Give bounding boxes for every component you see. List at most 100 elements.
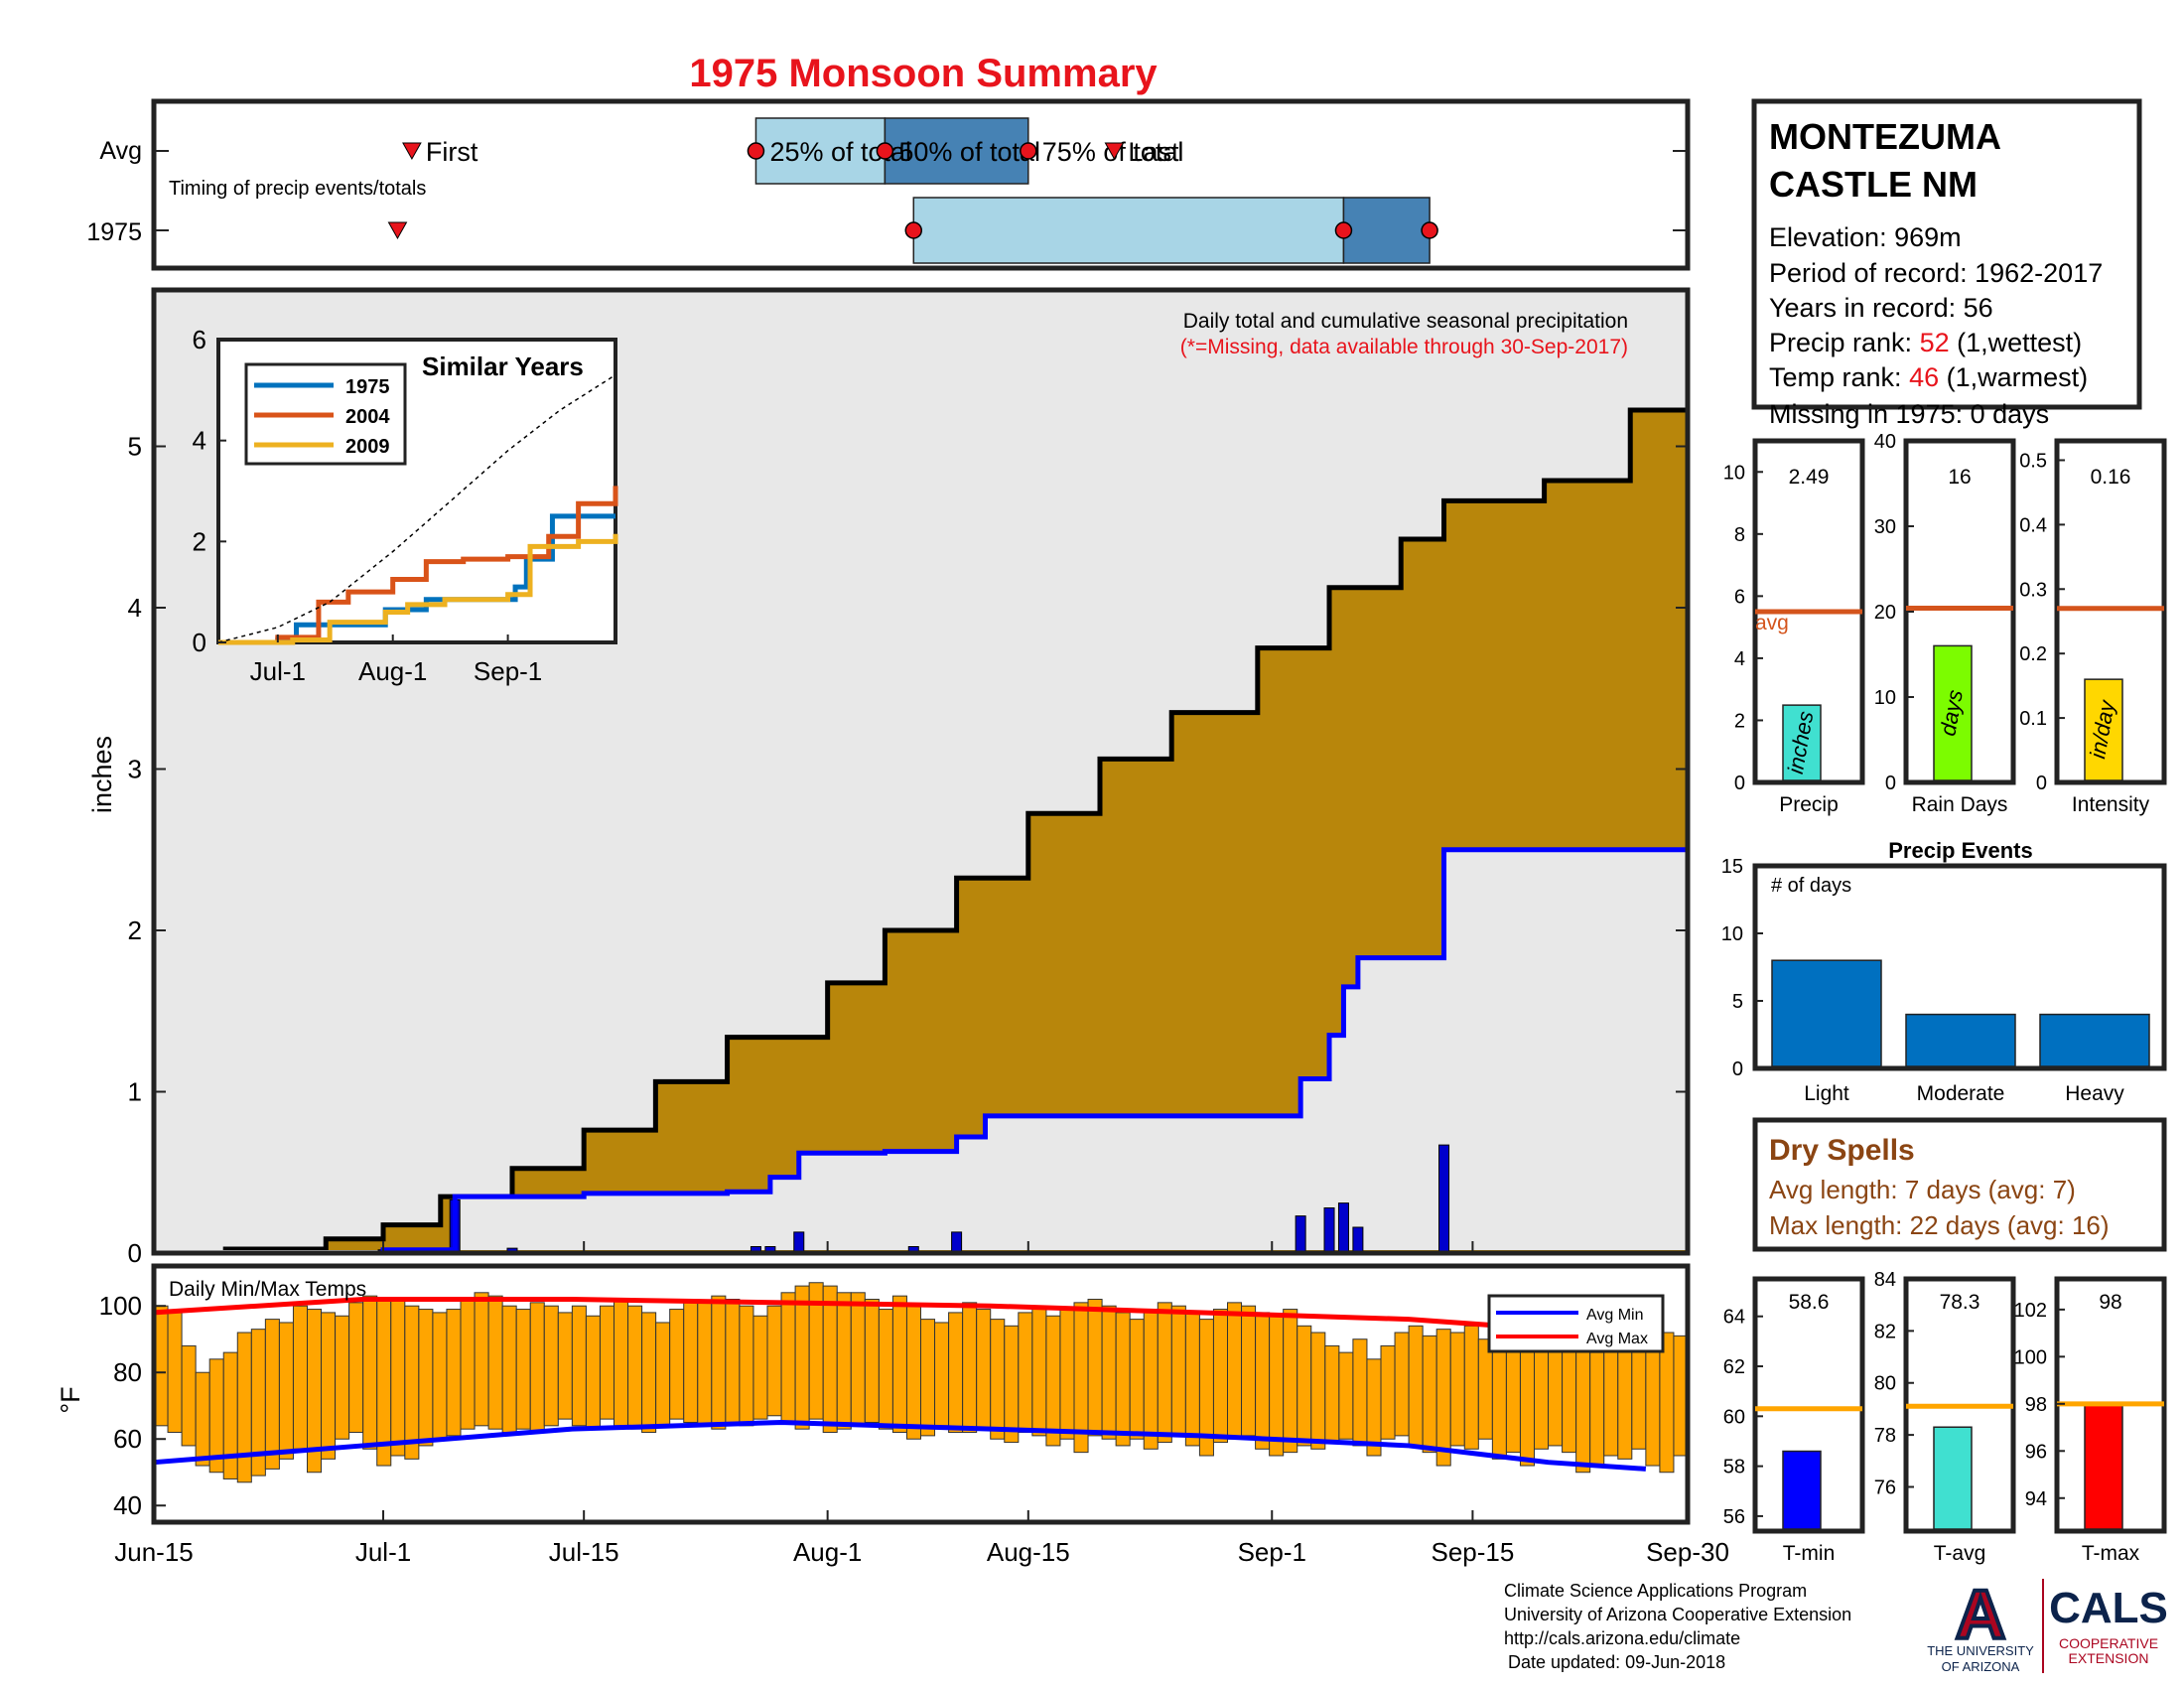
- tavg-mini-axis: 76 78 80 82 84: [1874, 1269, 1914, 1498]
- timing-note: Timing of precip events/totals: [169, 178, 426, 200]
- tmin-value-bar: [1782, 1450, 1822, 1530]
- year-q50-marker: [1334, 221, 1353, 239]
- date-tick-label: Sep-1: [1238, 1537, 1306, 1567]
- events-y-label: # of days: [1771, 875, 1851, 897]
- daily-temp-bar: [236, 1332, 252, 1483]
- daily-precip-bar: [1337, 1202, 1349, 1254]
- daily-temp-bar: [990, 1319, 1006, 1440]
- precip-tick-label: 10: [1723, 462, 1745, 484]
- daily-temp-bar: [1603, 1335, 1619, 1457]
- daily-temp-bar: [362, 1295, 378, 1450]
- daily-precip-bar: [1352, 1226, 1364, 1254]
- events-bar-heavy: [2039, 1013, 2150, 1067]
- daily-temp-bar: [1101, 1305, 1117, 1440]
- daily-temp-bar: [766, 1305, 782, 1417]
- tmax-tick-label: 94: [2025, 1488, 2047, 1510]
- main-y-label: inches: [87, 736, 117, 813]
- daily-temp-bar: [905, 1305, 921, 1440]
- daily-temp-bar: [1408, 1325, 1424, 1447]
- daily-temp-bar: [571, 1305, 587, 1427]
- daily-temp-bar: [1338, 1351, 1354, 1440]
- inset-series: [217, 373, 618, 645]
- avg-q50-label: 50% of total: [898, 137, 1040, 167]
- daily-temp-bar: [752, 1315, 768, 1420]
- daily-temp-bar: [1241, 1305, 1257, 1437]
- daily-temp-bar: [1297, 1325, 1312, 1447]
- daily-precip-bar: [1323, 1207, 1335, 1254]
- tavg-value-bar: [1933, 1426, 1973, 1530]
- figure-title: 1975 Monsoon Summary: [689, 52, 1158, 95]
- inset-axes: 0 2 4 6 Jul-1 Aug-1 Sep-1: [193, 325, 543, 686]
- daily-temp-bar: [711, 1295, 727, 1430]
- intensity-mini-label: Intensity: [2072, 793, 2150, 816]
- tmax-mini-axis: 94 96 98 100 102: [2014, 1300, 2065, 1510]
- daily-temp-bar: [418, 1309, 434, 1447]
- tmin-tick-label: 58: [1723, 1457, 1745, 1478]
- daily-temp-bar: [962, 1302, 978, 1434]
- inset-y-tick-label: 2: [193, 526, 206, 556]
- avg-q75-marker: [1020, 142, 1037, 160]
- inset-y-tick-label: 0: [193, 628, 206, 657]
- main-frame: [151, 287, 1691, 1256]
- daily-temp-bar: [1018, 1312, 1033, 1434]
- daily-temp-bar: [891, 1295, 907, 1434]
- main-precip-panel: 0 1 2 3 4 5 inches Daily total and cumulative…: [87, 287, 1691, 1268]
- avg-q25-marker: [747, 142, 765, 160]
- intensity-tick-label: 0: [2036, 773, 2047, 794]
- daily-temp-bar: [585, 1315, 601, 1430]
- temps-y-tick-label: 80: [113, 1357, 142, 1387]
- daily-temp-bar: [1184, 1312, 1200, 1447]
- raindays-mini-label: Rain Days: [1912, 793, 2008, 816]
- daily-temp-bar: [1129, 1319, 1145, 1440]
- daily-temp-bar: [195, 1371, 210, 1467]
- tavg-tick-label: 76: [1874, 1477, 1896, 1498]
- inset-y-tick-label: 6: [193, 325, 206, 354]
- ua-logo-line2: OF ARIZONA: [1942, 1659, 2020, 1674]
- events-tick-label: 10: [1721, 923, 1743, 945]
- inset-x-tick-label: Jul-1: [250, 656, 306, 686]
- date-x-axis: Jun-15 Jul-1 Jul-15 Aug-1 Aug-15 Sep-1 Sep-15 S…: [114, 1241, 1729, 1567]
- tavg-value-text: 78.3: [1940, 1291, 1980, 1314]
- raindays-tick-label: 30: [1874, 516, 1896, 538]
- daily-temp-bar: [404, 1305, 420, 1460]
- temps-y-tick-label: 100: [99, 1291, 142, 1321]
- inset-y-tick-label: 4: [193, 426, 206, 456]
- daily-temp-bar: [739, 1305, 754, 1427]
- intensity-tick-label: 0.1: [2019, 708, 2047, 730]
- temps-y-tick-label: 60: [113, 1424, 142, 1454]
- intensity-tick-label: 0.3: [2019, 579, 2047, 601]
- daily-temp-bar: [1659, 1332, 1675, 1474]
- daily-temp-bar: [1562, 1338, 1577, 1454]
- daily-temp-bar: [1227, 1302, 1243, 1440]
- station-period: Period of record: 1962-2017: [1769, 258, 2103, 288]
- precip-tick-label: 6: [1734, 586, 1745, 608]
- temps-y-label: °F: [56, 1386, 85, 1413]
- daily-temp-bar: [976, 1309, 992, 1430]
- daily-temp-bar: [181, 1344, 197, 1447]
- daily-temp-bar: [543, 1305, 559, 1427]
- timing-row-label-avg: Avg: [99, 137, 142, 165]
- events-axis: Light Moderate Heavy 0 5 10 15: [1721, 856, 2125, 1105]
- timing-row-label-year: 1975: [86, 218, 142, 246]
- station-name-line1: MONTEZUMA: [1769, 116, 2001, 157]
- legend-label-avg-min: Avg Min: [1586, 1307, 1644, 1324]
- intensity-value-text: 0.16: [2091, 466, 2131, 489]
- date-tick-label: Sep-30: [1646, 1537, 1729, 1567]
- daily-temp-bar: [641, 1312, 657, 1434]
- daily-temp-bar: [167, 1312, 183, 1434]
- temps-y-tick-label: 40: [113, 1490, 142, 1520]
- inset-average-line: [217, 373, 616, 643]
- daily-temp-bar: [278, 1322, 294, 1460]
- daily-temp-bar: [335, 1315, 350, 1440]
- precip-tick-label: 8: [1734, 524, 1745, 546]
- precip-mini-axis: 0 2 4 6 8 10: [1723, 462, 1763, 794]
- timing-panel: Avg 1975 Timing of precip events/totals …: [86, 98, 1691, 271]
- raindays-tick-label: 10: [1874, 687, 1896, 709]
- events-tick-label: 15: [1721, 856, 1743, 878]
- daily-temp-bar: [934, 1322, 950, 1427]
- precip-value-bar: [1782, 704, 1822, 781]
- station-elevation: Elevation: 969m: [1769, 222, 1962, 252]
- daily-temp-bar: [878, 1309, 893, 1430]
